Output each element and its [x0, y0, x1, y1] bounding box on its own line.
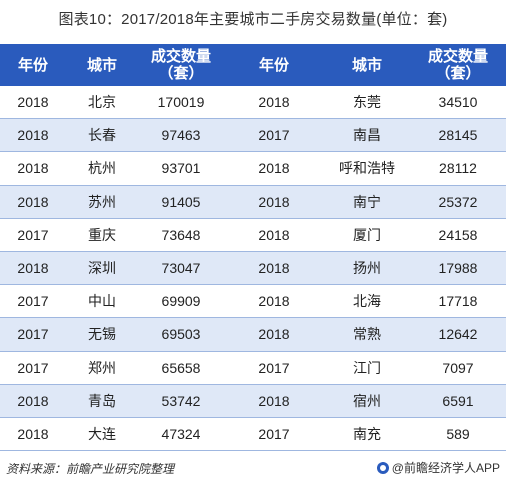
- year-cell: 2018: [0, 151, 66, 186]
- city-cell: 青岛: [66, 384, 138, 418]
- header-year-left: 年份: [0, 44, 66, 86]
- table-row: 2017 无锡 69503 2018 常熟 12642: [0, 317, 506, 352]
- year-cell: 2017: [224, 118, 324, 153]
- header-quantity-line1: 成交数量: [150, 48, 211, 65]
- quantity-cell: 28145: [410, 118, 506, 153]
- quantity-cell: 7097: [410, 351, 506, 385]
- quantity-cell: 91405: [138, 185, 224, 219]
- city-cell: 北京: [66, 86, 138, 120]
- quantity-cell: 28112: [410, 151, 506, 186]
- city-cell: 重庆: [66, 218, 138, 252]
- table-row: 2018 深圳 73047 2018 扬州 17988: [0, 251, 506, 286]
- year-cell: 2018: [224, 86, 324, 120]
- year-cell: 2017: [224, 351, 324, 385]
- quantity-cell: 69503: [138, 317, 224, 352]
- table-row: 2018 长春 97463 2017 南昌 28145: [0, 118, 506, 153]
- quantity-cell: 25372: [410, 185, 506, 219]
- source-note: 资料来源：前瞻产业研究院整理: [6, 462, 175, 476]
- city-cell: 杭州: [66, 151, 138, 186]
- city-cell: 南宁: [324, 185, 410, 219]
- quantity-cell: 93701: [138, 151, 224, 186]
- brand-credit: @前瞻经济学人APP: [376, 459, 500, 476]
- quantity-cell: 589: [410, 417, 506, 452]
- year-cell: 2017: [0, 284, 66, 319]
- year-cell: 2018: [224, 384, 324, 418]
- table-row: 2018 青岛 53742 2018 宿州 6591: [0, 384, 506, 418]
- quantity-cell: 73047: [138, 251, 224, 286]
- quantity-cell: 69909: [138, 284, 224, 319]
- year-cell: 2018: [0, 417, 66, 452]
- quantity-cell: 47324: [138, 417, 224, 452]
- city-cell: 常熟: [324, 317, 410, 352]
- year-cell: 2018: [0, 384, 66, 418]
- table-row: 2018 杭州 93701 2018 呼和浩特 28112: [0, 151, 506, 186]
- table-row: 2018 北京 170019 2018 东莞 34510: [0, 86, 506, 120]
- year-cell: 2017: [224, 417, 324, 452]
- brand-logo-icon: [376, 461, 389, 474]
- header-quantity-right: 成交数量 （套）: [410, 44, 506, 86]
- city-cell: 北海: [324, 284, 410, 319]
- table-row: 2018 苏州 91405 2018 南宁 25372: [0, 185, 506, 219]
- year-cell: 2017: [0, 351, 66, 385]
- city-cell: 南昌: [324, 118, 410, 153]
- header-quantity-line2: （套）: [435, 65, 481, 82]
- year-cell: 2018: [0, 86, 66, 120]
- city-cell: 郑州: [66, 351, 138, 385]
- quantity-cell: 17988: [410, 251, 506, 286]
- city-cell: 南充: [324, 417, 410, 452]
- header-city-left: 城市: [66, 44, 138, 86]
- city-cell: 江门: [324, 351, 410, 385]
- brand-text: @前瞻经济学人APP: [391, 461, 500, 475]
- page-title: 图表10：2017/2018年主要城市二手房交易数量(单位：套): [58, 11, 448, 28]
- table-row: 2017 郑州 65658 2017 江门 7097: [0, 351, 506, 385]
- city-cell: 无锡: [66, 317, 138, 352]
- header-quantity-left: 成交数量 （套）: [138, 44, 224, 86]
- city-cell: 呼和浩特: [324, 151, 410, 186]
- quantity-cell: 12642: [410, 317, 506, 352]
- city-cell: 宿州: [324, 384, 410, 418]
- header-quantity-line1: 成交数量: [427, 48, 488, 65]
- table-row: 2017 中山 69909 2018 北海 17718: [0, 284, 506, 319]
- quantity-cell: 73648: [138, 218, 224, 252]
- city-cell: 厦门: [324, 218, 410, 252]
- transaction-table: 年份 城市 成交数量 （套） 年份 城市 成交数量 （套） 2018 北京 17…: [0, 44, 506, 452]
- quantity-cell: 6591: [410, 384, 506, 418]
- year-cell: 2018: [224, 317, 324, 352]
- table-row: 2017 重庆 73648 2018 厦门 24158: [0, 218, 506, 252]
- quantity-cell: 97463: [138, 118, 224, 153]
- city-cell: 长春: [66, 118, 138, 153]
- quantity-cell: 24158: [410, 218, 506, 252]
- year-cell: 2018: [224, 218, 324, 252]
- year-cell: 2018: [224, 151, 324, 186]
- year-cell: 2018: [224, 284, 324, 319]
- year-cell: 2018: [224, 251, 324, 286]
- header-city-right: 城市: [324, 44, 410, 86]
- quantity-cell: 170019: [138, 86, 224, 120]
- quantity-cell: 34510: [410, 86, 506, 120]
- year-cell: 2018: [0, 185, 66, 219]
- year-cell: 2017: [0, 317, 66, 352]
- city-cell: 苏州: [66, 185, 138, 219]
- city-cell: 深圳: [66, 251, 138, 286]
- year-cell: 2018: [0, 251, 66, 286]
- table-row: 2018 大连 47324 2017 南充 589: [0, 417, 506, 452]
- quantity-cell: 17718: [410, 284, 506, 319]
- year-cell: 2018: [224, 185, 324, 219]
- table-header-row: 年份 城市 成交数量 （套） 年份 城市 成交数量 （套）: [0, 44, 506, 86]
- quantity-cell: 53742: [138, 384, 224, 418]
- city-cell: 大连: [66, 417, 138, 452]
- city-cell: 扬州: [324, 251, 410, 286]
- year-cell: 2018: [0, 118, 66, 153]
- header-year-right: 年份: [224, 44, 324, 86]
- year-cell: 2017: [0, 218, 66, 252]
- city-cell: 中山: [66, 284, 138, 319]
- quantity-cell: 65658: [138, 351, 224, 385]
- header-quantity-line2: （套）: [158, 65, 204, 82]
- city-cell: 东莞: [324, 86, 410, 120]
